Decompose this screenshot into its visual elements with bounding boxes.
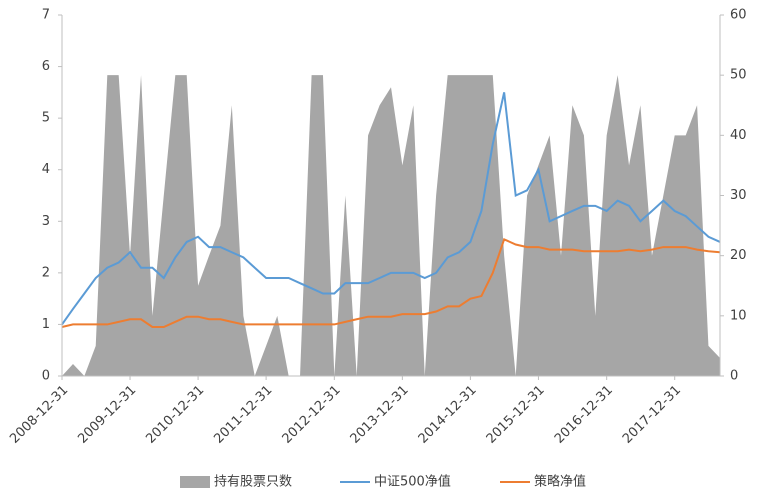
x-tick-label: 2015-12-31 bbox=[484, 383, 548, 447]
y-tick-label: 1 bbox=[42, 317, 50, 332]
x-tick-label: 2012-12-31 bbox=[280, 383, 344, 447]
y2-tick-label: 20 bbox=[730, 248, 747, 263]
y2-tick-label: 50 bbox=[730, 68, 747, 83]
line bbox=[61, 237, 721, 329]
x-tick-label: 2010-12-31 bbox=[143, 383, 207, 447]
line bbox=[61, 92, 721, 326]
y-tick-label: 7 bbox=[42, 8, 50, 23]
y-tick-label: 5 bbox=[42, 111, 50, 126]
x-tick-label: 2008-12-31 bbox=[7, 383, 71, 447]
x-tick-label: 2017-12-31 bbox=[620, 383, 684, 447]
area bbox=[62, 75, 720, 377]
x-tick-label: 2009-12-31 bbox=[75, 383, 139, 447]
y2-tick-label: 0 bbox=[730, 369, 738, 384]
y-tick-label: 4 bbox=[42, 162, 50, 177]
x-tick-label: 2013-12-31 bbox=[348, 383, 412, 447]
y2-tick-label: 40 bbox=[730, 128, 747, 143]
y2-tick-label: 10 bbox=[730, 308, 747, 323]
x-tick-label: 2011-12-31 bbox=[211, 383, 275, 447]
legend-swatch bbox=[180, 476, 210, 488]
legend-label: 持有股票只数 bbox=[214, 475, 292, 490]
legend-label: 策略净值 bbox=[534, 474, 586, 490]
y-tick-label: 2 bbox=[42, 265, 50, 280]
y-tick-label: 3 bbox=[42, 214, 50, 229]
y2-tick-label: 30 bbox=[730, 188, 747, 203]
y-tick-label: 6 bbox=[42, 59, 50, 74]
legend-label: 中证500净值 bbox=[374, 474, 451, 490]
x-tick-label: 2014-12-31 bbox=[416, 383, 480, 447]
y2-tick-label: 60 bbox=[730, 8, 747, 23]
x-tick-label: 2016-12-31 bbox=[552, 383, 616, 447]
y-tick-label: 0 bbox=[42, 369, 50, 384]
